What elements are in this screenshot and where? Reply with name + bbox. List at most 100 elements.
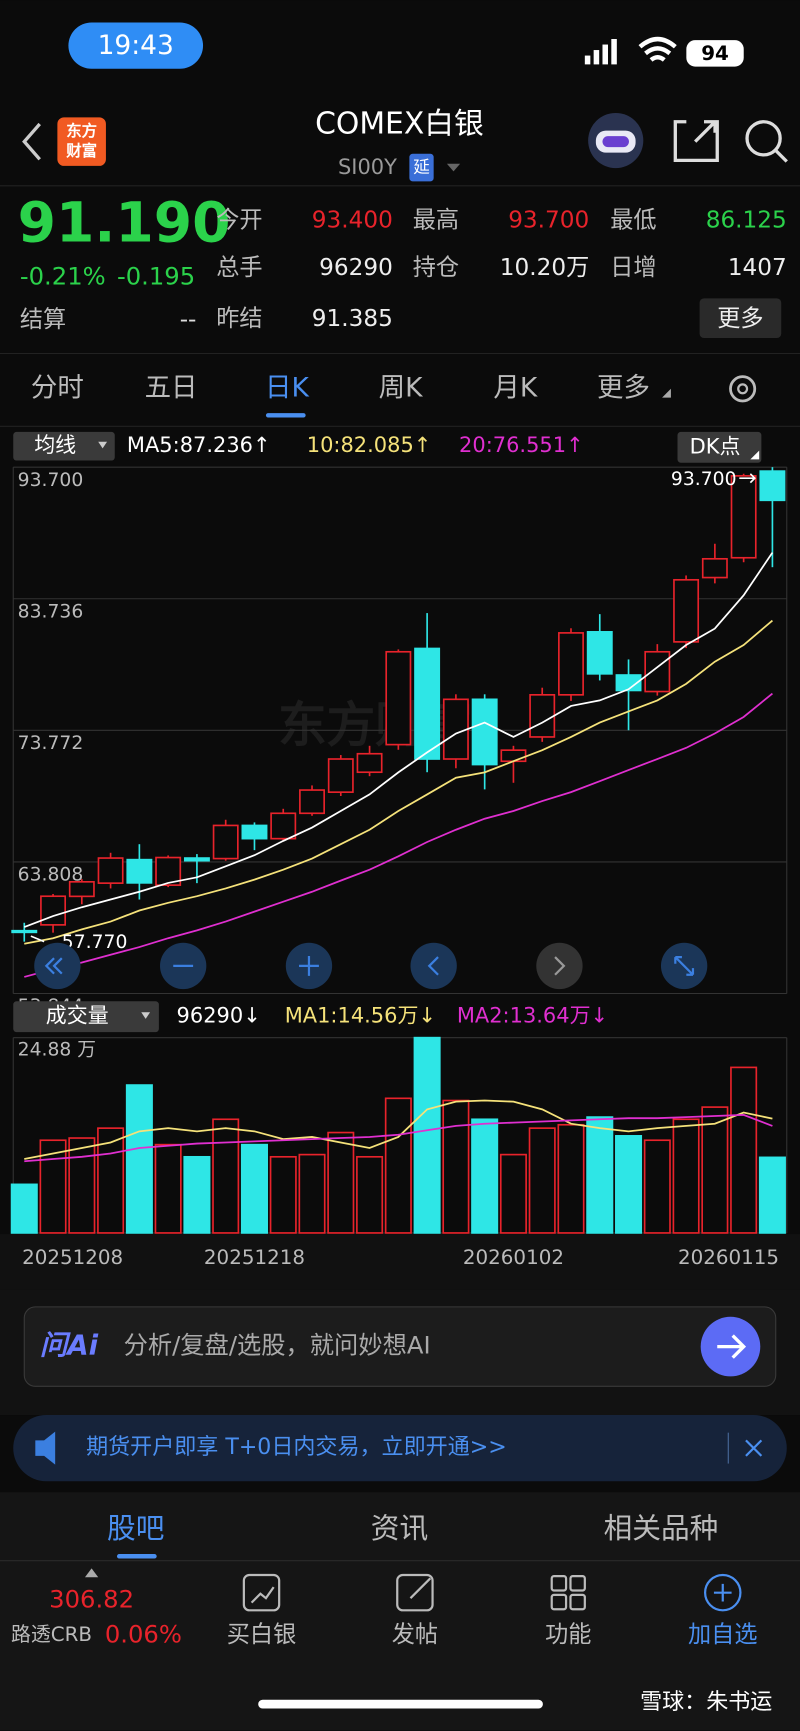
field-label: 结算 [20, 306, 66, 333]
ma-line [24, 1113, 773, 1163]
legend-item: 10:82.085↑ [307, 433, 432, 457]
volume-bar [356, 1155, 384, 1234]
indicator-label[interactable]: 均线 [34, 433, 76, 457]
volume-bar [298, 1153, 326, 1234]
volume-bar [615, 1135, 643, 1234]
settings-icon[interactable] [729, 375, 757, 403]
field-value: 86.125 [706, 207, 787, 234]
candle-body [701, 557, 728, 579]
index-name: 路透CRB [11, 1623, 92, 1646]
nav-item[interactable]: 功能 [545, 1621, 591, 1648]
dropdown-icon[interactable] [446, 163, 461, 172]
period-tab[interactable]: 五日 [145, 372, 198, 403]
signal-icon [584, 39, 617, 65]
index-change: 0.06% [105, 1620, 182, 1649]
volume-bar [183, 1155, 211, 1234]
candle-body [529, 694, 556, 738]
dk-button[interactable] [677, 431, 762, 463]
volume-bar [471, 1118, 499, 1234]
x-tick-label: 20251218 [204, 1246, 305, 1269]
candle-body [471, 698, 498, 766]
ma-line [23, 552, 774, 928]
back-button[interactable] [22, 122, 41, 161]
app-logo [57, 117, 106, 166]
volume-bar [240, 1143, 268, 1234]
candle-body [11, 929, 38, 934]
volume-bar [701, 1106, 729, 1234]
battery [686, 40, 744, 67]
candle-body [327, 758, 354, 793]
high-marker: 93.700 [671, 469, 737, 490]
ai-prompt[interactable]: 分析/复盘/选股，就问妙想AI [124, 1331, 431, 1360]
change: -0.195 [117, 261, 195, 290]
time-pill [68, 22, 204, 69]
nav-first[interactable] [34, 942, 81, 990]
period-tab[interactable]: 日K [265, 372, 309, 403]
section-tab[interactable]: 股吧 [107, 1511, 164, 1545]
nav-item[interactable]: 买白银 [227, 1621, 296, 1648]
legend-item: 20:76.551↑ [459, 433, 584, 457]
nav-prev[interactable] [410, 942, 457, 990]
nav-next[interactable] [536, 942, 583, 990]
dk-button-text[interactable]: DK点 [690, 434, 741, 458]
post-icon [396, 1573, 434, 1612]
x-tick-label: 20260115 [678, 1246, 779, 1269]
up-arrow [84, 1568, 99, 1578]
volume-bar [413, 1036, 441, 1234]
more-button-text[interactable]: 更多 [717, 305, 763, 332]
period-tab[interactable]: 周K [379, 372, 423, 403]
volume-bar [730, 1066, 758, 1234]
field-value: 10.20万 [500, 254, 589, 281]
volume-indicator-label[interactable]: 成交量 [46, 1004, 109, 1028]
tab-indicator [265, 413, 306, 418]
volume-bar [672, 1118, 700, 1234]
field-label: 最低 [610, 207, 656, 234]
period-tab[interactable]: 更多 [597, 372, 650, 403]
x-tick-label: 20251208 [22, 1246, 123, 1269]
candle-body [442, 698, 469, 760]
axis-band [0, 1234, 800, 1290]
candle-body [558, 632, 584, 696]
field-value: 96290 [319, 254, 393, 281]
legend-item: MA1:14.56万↓ [285, 1004, 436, 1028]
search-icon[interactable] [745, 120, 782, 157]
share-icon[interactable] [673, 120, 719, 163]
section-tab[interactable]: 资讯 [371, 1511, 428, 1545]
tab-indicator [116, 1554, 157, 1559]
ai-input[interactable] [23, 1306, 777, 1387]
x-tick-label: 20260102 [463, 1246, 564, 1269]
volume-bar [758, 1156, 786, 1234]
field-label: 持仓 [413, 254, 459, 281]
volume-current: 96290↓ [177, 1004, 261, 1028]
close-banner[interactable] [745, 1439, 763, 1457]
nav-item[interactable]: 发帖 [392, 1621, 438, 1648]
volume-bar [528, 1127, 556, 1234]
more-tab-icon [662, 388, 671, 398]
section-tab[interactable]: 相关品种 [604, 1511, 719, 1545]
candle-body [385, 650, 412, 746]
candle-body [40, 895, 67, 926]
volume-bar [269, 1155, 297, 1234]
volume-bar [586, 1116, 614, 1234]
period-tab[interactable]: 分时 [31, 372, 84, 403]
candle-body [241, 824, 268, 840]
volume-indicator-select[interactable] [13, 1001, 159, 1033]
candle-body [126, 858, 153, 884]
candle-body [673, 578, 700, 643]
candle-body [500, 749, 527, 763]
candle-body [730, 475, 757, 559]
candle-body [68, 881, 95, 898]
watermark: 雪球：朱书运 [640, 1690, 772, 1715]
promo-banner[interactable] [13, 1415, 787, 1482]
volume-bar [97, 1127, 125, 1234]
delay-badge [409, 153, 434, 182]
period-tab[interactable]: 月K [493, 372, 537, 403]
volume-bar [557, 1123, 585, 1234]
field-label: 今开 [216, 207, 262, 234]
nav-item[interactable]: 加自选 [688, 1621, 757, 1648]
promo-text[interactable]: 期货开户即享 T+0日内交易，立即开通>> [86, 1435, 507, 1460]
indicator-select[interactable] [13, 431, 115, 461]
more-button[interactable] [699, 298, 782, 339]
candle-body [644, 650, 671, 693]
field-value: -- [180, 306, 197, 333]
